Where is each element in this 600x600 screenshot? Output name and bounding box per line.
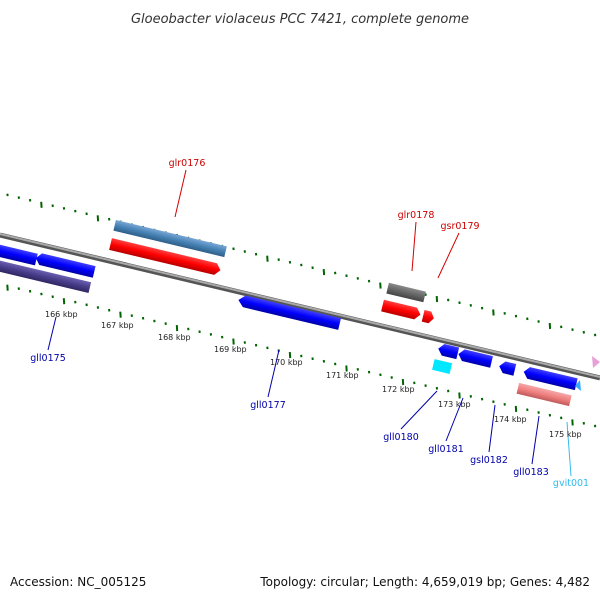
- gene-label-gll0175[interactable]: gll0175: [30, 353, 66, 364]
- gene-label-gvit001[interactable]: gvit001: [553, 478, 589, 489]
- gene-gvit001-cds[interactable]: [575, 380, 581, 391]
- gene-gll0175-cds[interactable]: [34, 252, 96, 278]
- gene-gll0181-cds[interactable]: [457, 348, 493, 368]
- gene-left-partial-cds[interactable]: [0, 241, 38, 266]
- gene-label-glr0176[interactable]: glr0176: [169, 158, 206, 169]
- gene-gll0180-feature[interactable]: [432, 359, 453, 374]
- gene-gll0180-cds[interactable]: [437, 343, 460, 360]
- kbp-label: 175 kbp: [549, 430, 582, 439]
- kbp-label: 170 kbp: [270, 358, 303, 367]
- kbp-label: 171 kbp: [326, 371, 359, 380]
- pink-marker[interactable]: [592, 356, 600, 368]
- gene-label-gsl0182[interactable]: gsl0182: [470, 455, 508, 466]
- inner-tick-track: [6, 284, 597, 428]
- gene-gsr0179-cds[interactable]: [421, 310, 435, 324]
- gene-label-glr0178[interactable]: glr0178: [398, 210, 435, 221]
- forward-features: [109, 219, 600, 368]
- gene-glr0178-cds[interactable]: [381, 299, 422, 321]
- gene-label-gll0181[interactable]: gll0181: [428, 444, 464, 455]
- topology-text: Topology: circular; Length: 4,659,019 bp…: [259, 575, 590, 589]
- gene-gll0175-feature[interactable]: [0, 259, 92, 293]
- kbp-label: 169 kbp: [214, 345, 247, 354]
- gene-label-gsr0179[interactable]: gsr0179: [440, 221, 479, 232]
- gene-gsl0182-cds[interactable]: [498, 360, 517, 376]
- gene-gll0183-pseudo-feature[interactable]: [516, 382, 572, 407]
- gene-label-gll0177[interactable]: gll0177: [250, 400, 286, 411]
- accession-text: Accession: NC_005125: [10, 575, 146, 589]
- gene-label-gll0183[interactable]: gll0183: [513, 467, 549, 478]
- map-title: Gloeobacter violaceus PCC 7421, complete…: [131, 12, 469, 27]
- gene-label-gll0180[interactable]: gll0180: [383, 432, 419, 443]
- kbp-label: 168 kbp: [158, 333, 191, 342]
- genome-backbone: [0, 232, 600, 381]
- gene-gll0183-cds[interactable]: [522, 366, 578, 391]
- gene-glr0178-feature[interactable]: [386, 282, 426, 303]
- gene-glr0176-feature[interactable]: [113, 219, 227, 258]
- reverse-features: [0, 241, 581, 407]
- kbp-label: 173 kbp: [438, 400, 471, 409]
- callout-lines: [47, 169, 572, 477]
- gene-gll0177-cds[interactable]: [237, 294, 341, 330]
- scale-labels: 166 kbp 167 kbp 168 kbp 169 kbp 170 kbp …: [45, 310, 582, 439]
- kbp-label: 172 kbp: [382, 385, 415, 394]
- kbp-label: 167 kbp: [101, 321, 134, 330]
- kbp-label: 166 kbp: [45, 310, 78, 319]
- gene-glr0176-cds[interactable]: [109, 238, 222, 276]
- gene-labels: glr0176 glr0178 gsr0179 gll0175 gll0177 …: [30, 158, 589, 489]
- kbp-label: 174 kbp: [494, 415, 527, 424]
